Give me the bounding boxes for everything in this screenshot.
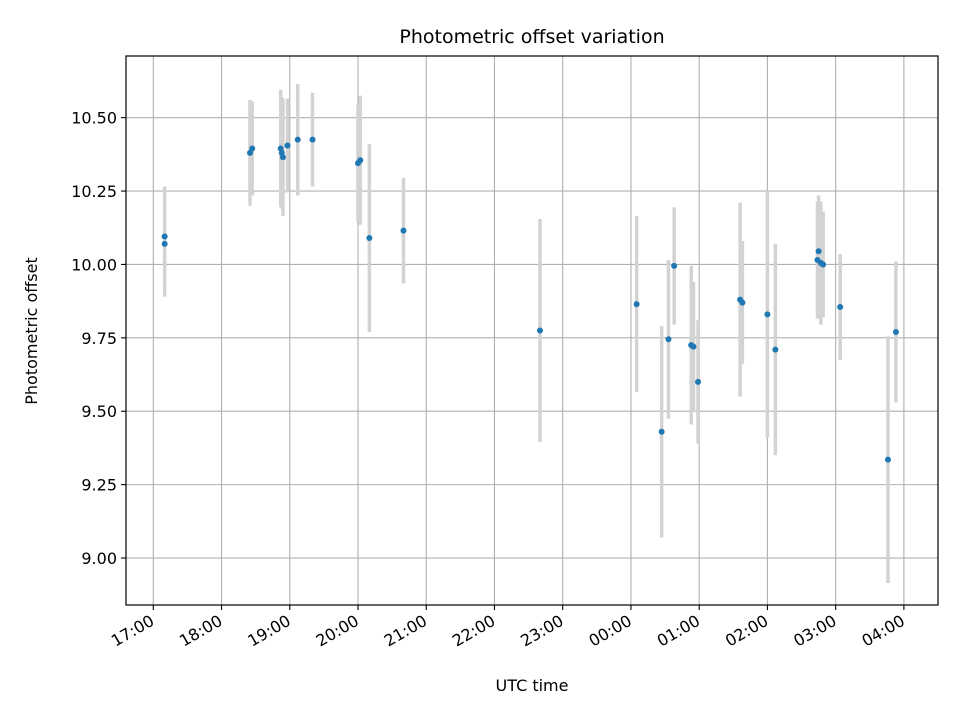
data-point	[536, 327, 543, 334]
data-points	[161, 136, 899, 463]
data-point	[815, 248, 822, 255]
data-point	[284, 142, 291, 149]
y-tick-label: 9.75	[81, 329, 117, 348]
plot-frame	[125, 55, 939, 606]
data-point	[161, 240, 168, 247]
data-point	[633, 301, 640, 308]
data-point	[249, 145, 256, 152]
data-point	[246, 149, 253, 156]
chart-title: Photometric offset variation	[399, 26, 664, 48]
data-point	[658, 428, 665, 435]
grid-lines	[126, 56, 938, 605]
data-point	[772, 346, 779, 353]
data-point	[671, 262, 678, 269]
data-point	[837, 304, 844, 311]
data-point	[695, 378, 702, 385]
y-tick-label: 9.25	[81, 476, 117, 495]
y-tick-label: 9.00	[81, 549, 117, 568]
x-axis-label: UTC time	[496, 676, 569, 695]
y-tick-label: 10.50	[71, 109, 117, 128]
data-point	[892, 328, 899, 335]
data-point	[690, 343, 697, 350]
data-point	[309, 136, 316, 143]
data-point	[739, 299, 746, 306]
y-axis-ticks: 9.00 9.25 9.50 9.75 10.00 10.25 10.50	[71, 109, 126, 568]
y-tick-label: 9.50	[81, 402, 117, 421]
data-point	[161, 233, 168, 240]
data-point	[279, 154, 286, 161]
data-point	[820, 261, 827, 268]
data-point	[357, 157, 364, 164]
data-point	[366, 235, 373, 242]
data-point	[665, 336, 672, 343]
data-point	[294, 136, 301, 143]
data-point	[884, 456, 891, 463]
data-point	[400, 227, 407, 234]
y-tick-label: 10.00	[71, 255, 117, 274]
y-axis-label: Photometric offset	[22, 257, 41, 405]
y-tick-label: 10.25	[71, 182, 117, 201]
data-point	[764, 311, 771, 318]
